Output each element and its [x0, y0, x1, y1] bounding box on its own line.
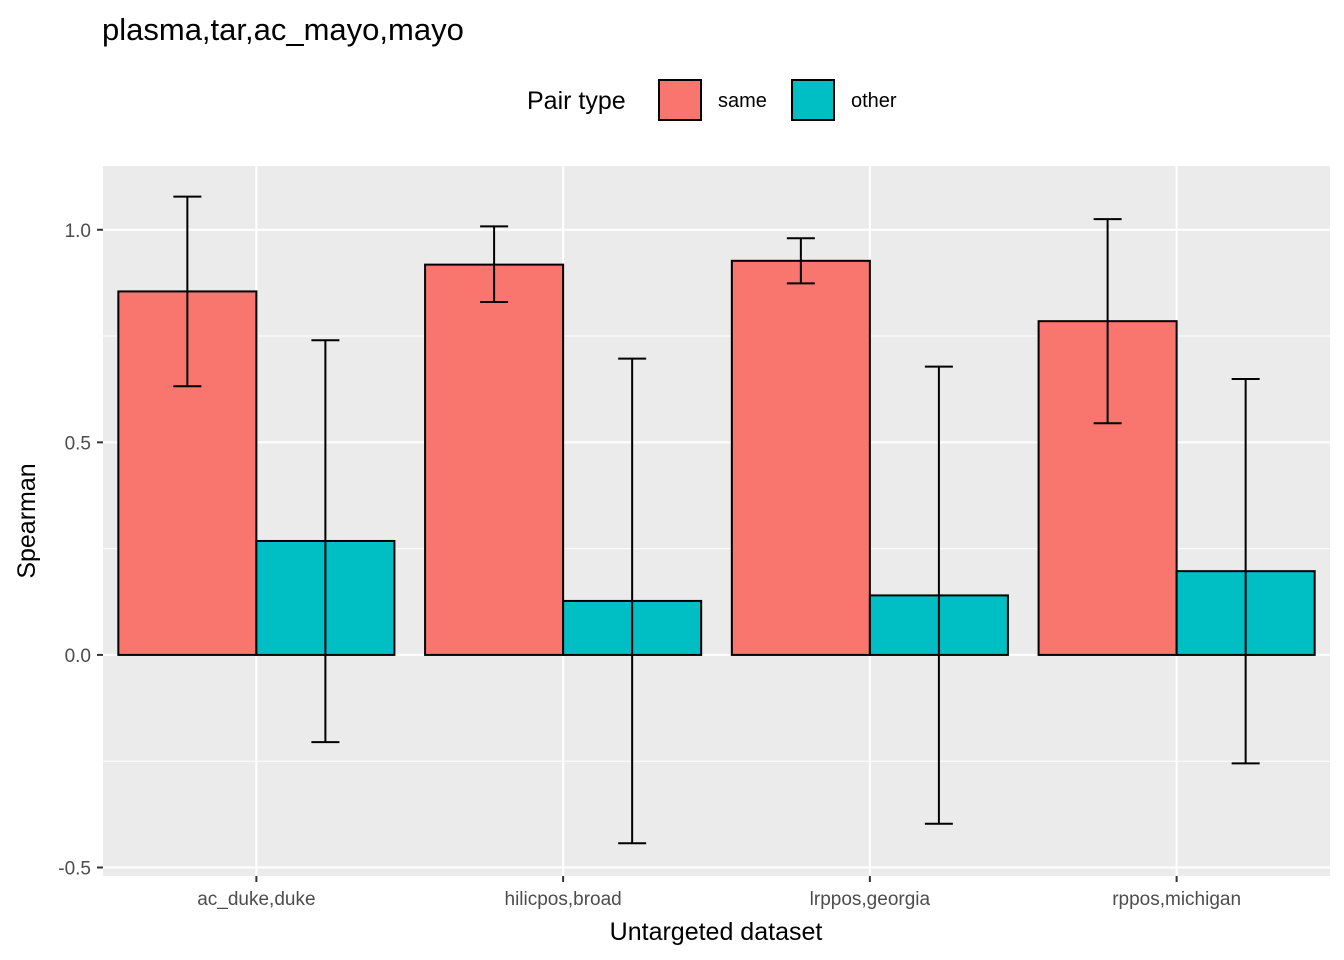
bars	[117, 259, 1316, 656]
bar-same-2	[424, 263, 565, 656]
legend: Pair type same other	[527, 79, 897, 121]
x-tick-label: hilicpos,broad	[505, 889, 622, 910]
legend-key-other	[791, 79, 835, 121]
legend-label-other: other	[851, 90, 897, 112]
x-tick-label: ac_duke,duke	[197, 889, 315, 910]
y-axis: -0.5 0.0 0.5 1.0	[58, 221, 103, 879]
chart-title: plasma,tar,ac_mayo,mayo	[102, 12, 464, 47]
legend-label-same: same	[718, 90, 767, 112]
y-tick-label: 1.0	[65, 221, 91, 242]
x-axis-title: Untargeted dataset	[610, 918, 823, 946]
legend-key-same	[658, 79, 702, 121]
x-axis: ac_duke,duke hilicpos,broad lrppos,georgia…	[197, 876, 1241, 910]
error-bars	[173, 195, 1260, 845]
y-tick-label: 0.5	[65, 433, 91, 454]
y-axis-title: Spearman	[13, 463, 41, 578]
x-tick-label: rppos,michigan	[1112, 889, 1241, 910]
x-tick-label: lrppos,georgia	[810, 889, 931, 910]
y-tick-label: -0.5	[58, 858, 91, 879]
bar-same-3	[730, 259, 871, 656]
legend-title: Pair type	[527, 87, 626, 115]
y-tick-label: 0.0	[65, 646, 91, 667]
